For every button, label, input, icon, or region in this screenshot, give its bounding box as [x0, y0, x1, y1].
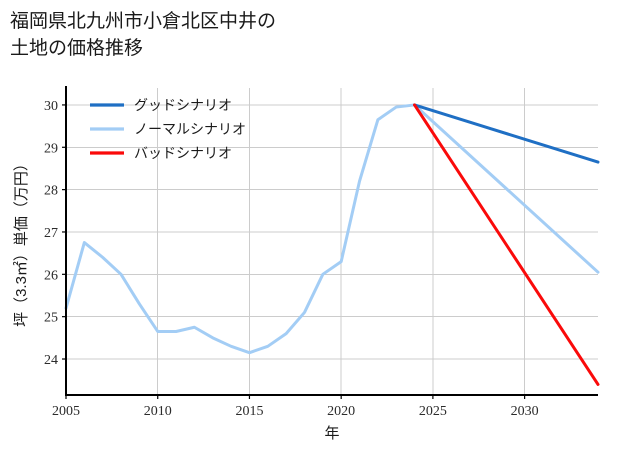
- y-axis-tick-label: 24: [44, 353, 58, 368]
- y-axis-tick-label: 26: [44, 268, 58, 283]
- y-axis-tick-label: 27: [44, 226, 58, 241]
- y-axis-title: 坪（3.3㎡）単価（万円）: [13, 156, 30, 327]
- x-axis-title: 年: [324, 425, 339, 442]
- x-axis-tick-label: 2030: [511, 404, 539, 419]
- series-line-バッドシナリオ: [413, 103, 600, 386]
- y-axis-tick-label: 29: [44, 141, 58, 156]
- x-axis-tick-label: 2025: [419, 404, 447, 419]
- y-axis-tick-label: 28: [44, 184, 58, 199]
- page-title: 福岡県北九州市小倉北区中井の 土地の価格推移: [10, 11, 277, 59]
- x-axis-tick-label: 2005: [52, 404, 80, 419]
- series-line-ノーマルシナリオ: [64, 103, 600, 355]
- legend-label-normal: ノーマルシナリオ: [134, 123, 246, 138]
- x-axis-tick-label: 2010: [144, 404, 172, 419]
- legend-label-good: グッドシナリオ: [134, 98, 232, 114]
- y-axis-tick-label: 25: [44, 311, 58, 326]
- x-axis-tick-label: 2015: [235, 404, 263, 419]
- x-axis-tick-label: 2020: [327, 404, 355, 419]
- legend-label-bad: バッドシナリオ: [134, 147, 232, 162]
- series-line-グッドシナリオ: [413, 103, 600, 164]
- y-axis-tick-label: 30: [44, 99, 58, 114]
